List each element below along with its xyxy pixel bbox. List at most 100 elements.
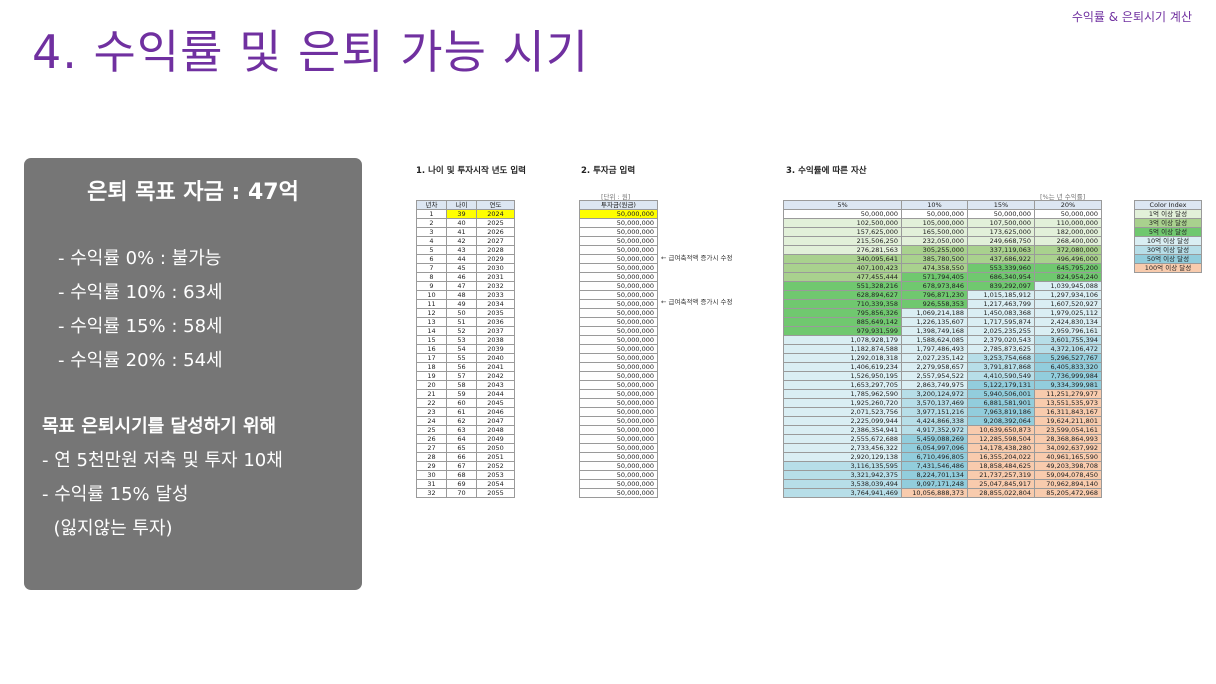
asset-cell: 1,039,945,088 [1034, 281, 1102, 291]
asset-cell: 1,217,463,799 [967, 299, 1035, 309]
table-cell: 50 [446, 308, 477, 318]
table-cell: 3 [416, 227, 447, 237]
investment-cell: 50,000,000 [579, 362, 658, 372]
legend-item: 1억 이상 달성 [1134, 209, 1202, 219]
asset-cell: 16,311,843,167 [1034, 407, 1102, 417]
section-title-assets: 3. 수익률에 따른 자산 [786, 166, 867, 176]
table-row: 27 65 2050 [416, 443, 515, 453]
asset-cell: 10,639,650,873 [967, 425, 1035, 435]
table-cell: 8 [416, 272, 447, 282]
table-cell: 9 [416, 281, 447, 291]
investment-cell: 50,000,000 [579, 398, 658, 408]
asset-cell: 710,339,358 [783, 299, 902, 309]
table-cell: 2036 [476, 317, 515, 327]
table-cell: 10 [416, 290, 447, 300]
investment-cell: 50,000,000 [579, 407, 658, 417]
legend-item: 3억 이상 달성 [1134, 218, 1202, 228]
asset-cell: 571,794,405 [901, 272, 968, 282]
page-subtitle: 수익률 & 은퇴시기 계산 [1071, 10, 1192, 24]
table-row: 50,000,000 [579, 389, 658, 399]
asset-cell: 3,601,755,394 [1034, 335, 1102, 345]
legend-item: 5억 이상 달성 [1134, 227, 1202, 237]
asset-cell: 6,054,997,096 [901, 443, 968, 453]
table-row: 795,856,326 1,069,214,188 1,450,083,368 1,9… [783, 308, 1102, 318]
investment-cell: 50,000,000 [579, 299, 658, 309]
legend-row: 5억 이상 달성 [1134, 227, 1202, 237]
investment-cell: 50,000,000 [579, 416, 658, 426]
investment-cell: 50,000,000 [579, 335, 658, 345]
table-row: 50,000,000 [579, 254, 658, 264]
investment-cell: 50,000,000 [579, 371, 658, 381]
table-cell: 2053 [476, 470, 515, 480]
table-cell: 2032 [476, 281, 515, 291]
table-cell: 29 [416, 461, 447, 471]
investment-cell: 50,000,000 [579, 227, 658, 237]
asset-cell: 796,871,230 [901, 290, 968, 300]
section-title-age: 1. 나이 및 투자시작 년도 입력 [416, 166, 526, 176]
table-row: 1,406,619,234 2,279,958,657 3,791,817,868 6… [783, 362, 1102, 372]
asset-cell: 40,961,165,590 [1034, 452, 1102, 462]
asset-cell: 1,450,083,368 [967, 308, 1035, 318]
table-cell: 2034 [476, 299, 515, 309]
table-row: 50,000,000 [579, 326, 658, 336]
asset-cell: 553,339,960 [967, 263, 1035, 273]
asset-cell: 2,557,954,522 [901, 371, 968, 381]
asset-cell: 437,686,922 [967, 254, 1035, 264]
table-row: 50,000,000 [579, 263, 658, 273]
legend-header: Color Index [1134, 200, 1202, 210]
table-cell: 18 [416, 362, 447, 372]
table-cell: 20 [416, 380, 447, 390]
table-row: 50,000,000 [579, 380, 658, 390]
table-cell: 22 [416, 398, 447, 408]
table-cell: 12 [416, 308, 447, 318]
asset-cell: 165,500,000 [901, 227, 968, 237]
asset-cell: 157,625,000 [783, 227, 902, 237]
asset-cell: 215,506,250 [783, 236, 902, 246]
asset-cell: 9,208,392,064 [967, 416, 1035, 426]
table-row: 9 47 2032 [416, 281, 515, 291]
asset-cell: 1,785,962,590 [783, 389, 902, 399]
table-row: 2,920,129,138 6,710,496,805 16,355,204,022… [783, 452, 1102, 462]
table-cell: 2028 [476, 245, 515, 255]
color-index-legend: Color Index 1억 이상 달성 3억 이상 달성 5억 이상 달성 10억 … [1134, 200, 1202, 273]
investment-cell: 50,000,000 [579, 209, 658, 219]
asset-cell: 2,386,354,941 [783, 425, 902, 435]
unit-label: [단위 : 원] [601, 193, 631, 201]
table-cell: 48 [446, 290, 477, 300]
table-row: 50,000,000 [579, 461, 658, 471]
asset-cell: 4,410,590,549 [967, 371, 1035, 381]
table-row: 1,526,950,195 2,557,954,522 4,410,590,549 7… [783, 371, 1102, 381]
table-cell: 56 [446, 362, 477, 372]
table-cell: 46 [446, 272, 477, 282]
column-header: 연도 [476, 200, 515, 210]
table-cell: 23 [416, 407, 447, 417]
asset-cell: 28,368,864,993 [1034, 434, 1102, 444]
table-row: 50,000,000 [579, 470, 658, 480]
table-cell: 2050 [476, 443, 515, 453]
investment-cell: 50,000,000 [579, 470, 658, 480]
table-row: 11 49 2034 [416, 299, 515, 309]
investment-table: 투자금(원금) 50,000,000 50,000,000 50,000,000 50… [579, 200, 658, 498]
investment-cell: 50,000,000 [579, 434, 658, 444]
asset-cell: 18,858,484,625 [967, 461, 1035, 471]
asset-cell: 979,931,599 [783, 326, 902, 336]
legend-item: 100억 이상 달성 [1134, 263, 1202, 273]
asset-cell: 249,668,750 [967, 236, 1035, 246]
asset-cell: 4,372,106,472 [1034, 344, 1102, 354]
section-title-investment: 2. 투자금 입력 [581, 166, 636, 176]
table-cell: 2027 [476, 236, 515, 246]
table-row: 24 62 2047 [416, 416, 515, 426]
table-row: 3,116,135,595 7,431,546,486 18,858,484,625… [783, 461, 1102, 471]
table-cell: 57 [446, 371, 477, 381]
table-cell: 69 [446, 479, 477, 489]
rate-line: - 수익률 10% : 63세 [58, 282, 223, 303]
asset-cell: 824,954,240 [1034, 272, 1102, 282]
summary-panel: 은퇴 목표 자금 : 47억 - 수익률 0% : 불가능 - 수익률 10% … [24, 158, 362, 590]
asset-cell: 276,281,563 [783, 245, 902, 255]
table-row: 16 54 2039 [416, 344, 515, 354]
legend-row: 3억 이상 달성 [1134, 218, 1202, 228]
table-cell: 2039 [476, 344, 515, 354]
table-row: 26 64 2049 [416, 434, 515, 444]
asset-cell: 85,205,472,968 [1034, 488, 1102, 498]
asset-cell: 3,538,039,494 [783, 479, 902, 489]
